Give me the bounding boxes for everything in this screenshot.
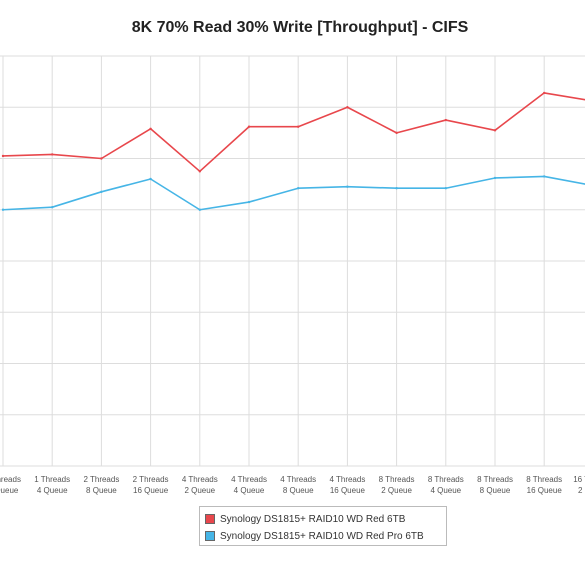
legend-item-series-2[interactable]: Synology DS1815+ RAID10 WD Red Pro 6TB: [205, 528, 424, 544]
data-point-series-1: [1, 154, 5, 158]
x-tick-label: 1 Threads 4 Queue: [34, 475, 70, 495]
x-tick-label: 2 Threads 16 Queue: [133, 475, 169, 495]
data-point-series-1: [100, 157, 103, 160]
x-tick-label: 8 Threads 8 Queue: [477, 475, 513, 495]
legend-label-series-1: Synology DS1815+ RAID10 WD Red 6TB: [220, 513, 406, 525]
data-point-series-2: [51, 205, 54, 209]
data-point-series-2: [149, 177, 152, 181]
data-point-series-2: [297, 187, 300, 190]
x-tick-label: 4 Threads 4 Queue: [231, 475, 267, 495]
x-tick-label: 8 Threads 4 Queue: [428, 475, 464, 495]
data-point-series-2: [198, 208, 201, 211]
data-point-series-2: [395, 187, 398, 190]
x-tick-label: 4 Threads 16 Queue: [329, 475, 365, 495]
legend-swatch-blue: [205, 531, 215, 541]
data-point-series-1: [51, 153, 54, 156]
data-point-series-1: [444, 118, 447, 122]
data-point-series-2: [543, 175, 546, 178]
x-tick-label: 2 Threads 8 Queue: [83, 475, 119, 495]
data-point-series-1: [493, 129, 497, 132]
data-point-series-2: [1, 208, 5, 211]
grid-lines: [0, 55, 585, 467]
chart-title: 8K 70% Read 30% Write [Throughput] - CIF…: [131, 19, 469, 36]
data-point-series-2: [346, 185, 349, 188]
legend-item-series-1[interactable]: Synology DS1815+ RAID10 WD Red 6TB: [205, 511, 405, 527]
x-tick-label: 8 Threads 2 Queue: [379, 475, 415, 495]
data-point-series-1: [346, 106, 349, 109]
data-point-series-1: [149, 127, 152, 130]
x-tick-label: 4 Threads 2 Queue: [182, 475, 218, 495]
legend-label-series-2: Synology DS1815+ RAID10 WD Red Pro 6TB: [220, 530, 424, 542]
data-point-series-2: [444, 187, 447, 190]
data-point-series-1: [247, 125, 251, 128]
series-line-2: [2, 175, 585, 211]
data-point-series-1: [297, 125, 300, 128]
x-tick-label: 8 Threads 16 Queue: [526, 475, 562, 495]
x-tick-label: 4 Threads 8 Queue: [280, 475, 316, 495]
data-point-series-1: [395, 131, 398, 135]
legend-swatch-red: [205, 514, 215, 524]
data-point-series-1: [198, 170, 201, 173]
data-point-series-1: [543, 91, 546, 95]
data-point-series-2: [493, 176, 497, 180]
series-lines: [1, 91, 585, 211]
series-line-1: [2, 92, 585, 173]
data-point-series-2: [247, 200, 251, 204]
data-point-series-2: [100, 190, 103, 194]
legend: Synology DS1815+ RAID10 WD Red 6TB Synol…: [199, 506, 447, 546]
